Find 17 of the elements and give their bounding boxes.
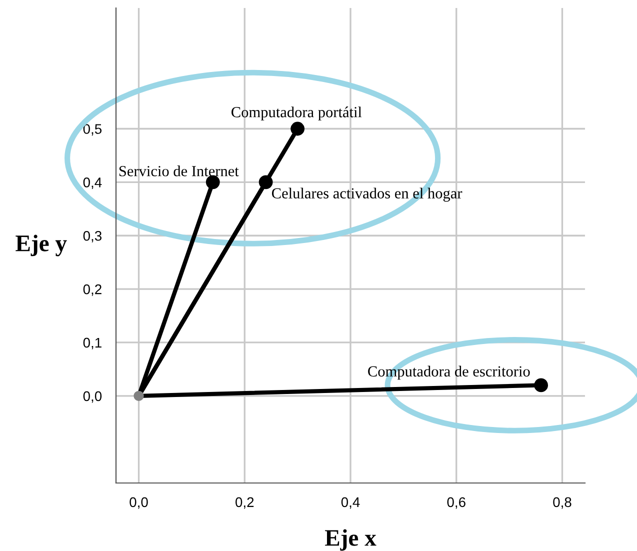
x-tick-label: 0,4 [341, 497, 360, 509]
x-tick-label: 0,8 [553, 497, 572, 509]
x-tick-label: 0,6 [447, 497, 466, 509]
y-tick-label: 0,1 [83, 338, 102, 350]
y-tick-label: 0,5 [83, 124, 102, 136]
y-tick-label: 0,2 [83, 284, 102, 296]
y-tick-label: 0,0 [83, 391, 102, 403]
y-axis-title: Eje y [16, 234, 67, 256]
y-tick-label: 0,4 [83, 178, 102, 189]
series-label: Servicio de Internet [119, 166, 239, 176]
series-label: Computadora de escritorio [368, 366, 530, 380]
x-tick-label: 0,0 [130, 497, 148, 509]
series-label: Celulares activados en el hogar [272, 188, 462, 202]
x-axis-title: Eje x [325, 529, 376, 551]
y-tick-label: 0,3 [83, 230, 102, 242]
x-tick-label: 0,2 [236, 497, 254, 509]
series-label: Computadora portátil [232, 106, 362, 120]
